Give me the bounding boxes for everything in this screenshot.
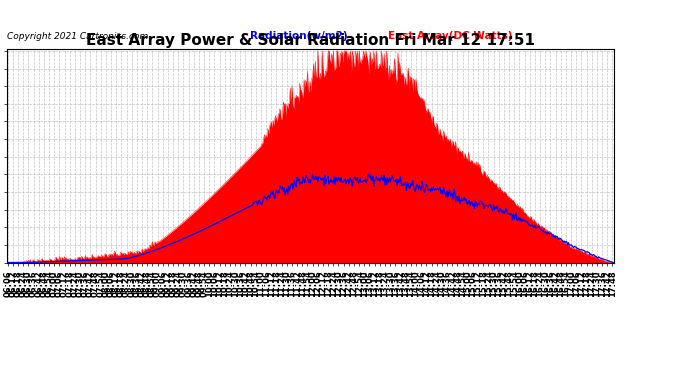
Text: East Array(DC Watts): East Array(DC Watts) bbox=[388, 31, 513, 41]
Text: Radiation(w/m2): Radiation(w/m2) bbox=[250, 31, 347, 41]
Title: East Array Power & Solar Radiation Fri Mar 12 17:51: East Array Power & Solar Radiation Fri M… bbox=[86, 33, 535, 48]
Text: Copyright 2021 Cartronics.com: Copyright 2021 Cartronics.com bbox=[7, 32, 148, 41]
